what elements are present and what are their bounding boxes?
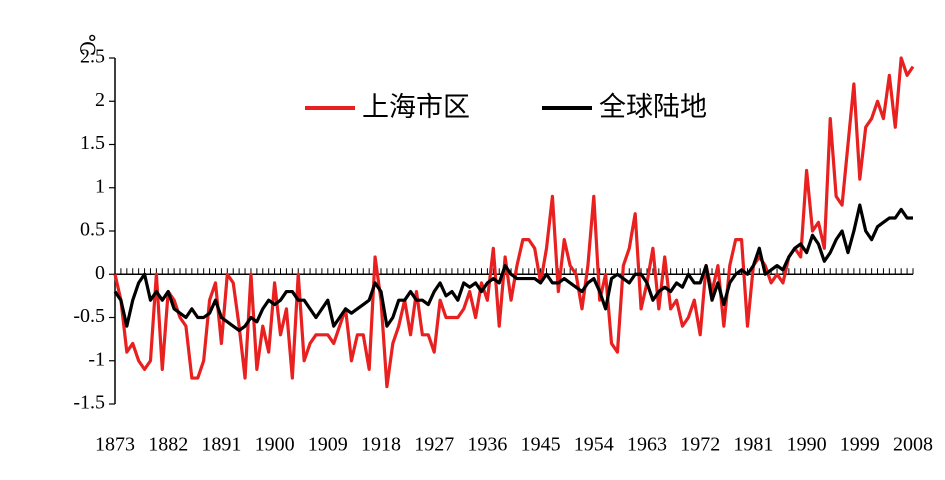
y-tick-label: 1 bbox=[95, 175, 105, 197]
series-line bbox=[113, 203, 913, 333]
x-tick-label: 1927 bbox=[414, 434, 454, 456]
y-tick-label: -1.5 bbox=[73, 392, 105, 414]
legend-label: 上海市区 bbox=[362, 92, 470, 122]
x-tick-label: 1954 bbox=[574, 434, 614, 456]
x-tick-label: 1972 bbox=[680, 434, 720, 456]
y-tick-label: 0 bbox=[95, 262, 105, 284]
x-tick-label: 1990 bbox=[787, 434, 827, 456]
x-tick-label: 1882 bbox=[148, 434, 188, 456]
x-tick-label: 1936 bbox=[467, 434, 507, 456]
x-tick-label: 1891 bbox=[201, 434, 241, 456]
y-tick-label: 0.5 bbox=[80, 219, 105, 241]
y-tick-label: -0.5 bbox=[73, 305, 105, 327]
x-tick-label: 1945 bbox=[521, 434, 561, 456]
x-tick-label: 1900 bbox=[255, 434, 295, 456]
y-tick-label: 2 bbox=[95, 89, 105, 111]
legend-label: 全球陆地 bbox=[599, 92, 707, 122]
series-line bbox=[113, 56, 915, 389]
y-axis-label: ℃ bbox=[75, 34, 97, 56]
x-tick-label: 1873 bbox=[95, 434, 135, 456]
x-tick-label: 1999 bbox=[840, 434, 880, 456]
x-tick-label: 1918 bbox=[361, 434, 401, 456]
x-tick-label: 1963 bbox=[627, 434, 667, 456]
x-tick-label: 1981 bbox=[733, 434, 773, 456]
y-tick-label: 1.5 bbox=[80, 132, 105, 154]
x-tick-label: 1909 bbox=[308, 434, 348, 456]
x-tick-label: 2008 bbox=[893, 434, 933, 456]
y-tick-label: -1 bbox=[88, 348, 105, 370]
y-tick-label: 2.5 bbox=[80, 46, 105, 68]
